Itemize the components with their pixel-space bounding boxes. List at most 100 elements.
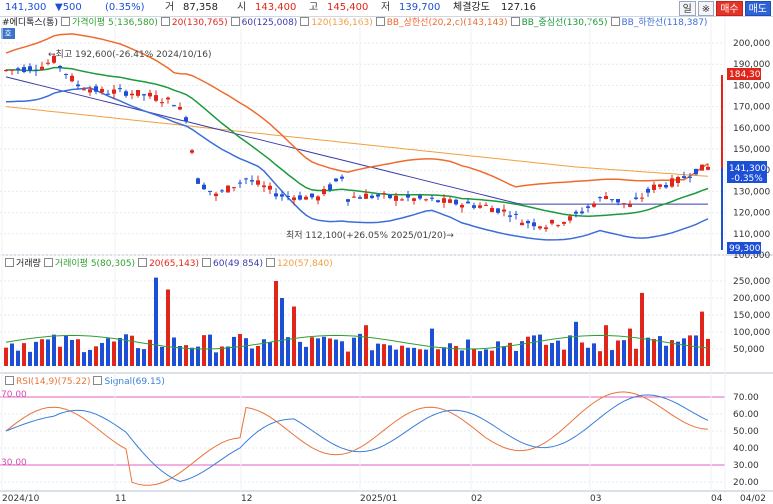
candle-body (628, 204, 632, 207)
candle-body (154, 95, 158, 101)
vol-ma5-checkbox[interactable] (43, 258, 53, 267)
rsi-tick-label: 70.00 (733, 393, 759, 403)
volume-bar (400, 345, 404, 366)
candle-body (586, 206, 590, 208)
rsi-level-low-label: 30.00 (1, 458, 27, 468)
volume-bar (706, 338, 710, 366)
ma120-checkbox[interactable] (300, 17, 310, 26)
vol-ma20-checkbox[interactable] (138, 258, 148, 267)
volume-bar (550, 343, 554, 366)
volume-bar (4, 347, 8, 366)
legend-ma20: 20(130,765) (171, 18, 228, 28)
grid-lines (0, 17, 726, 491)
legend-signal: Signal(69.15) (104, 377, 165, 387)
candle-body (520, 222, 524, 226)
candle-body (52, 55, 56, 63)
bb-mid-checkbox[interactable] (510, 17, 520, 26)
volume-bar (16, 350, 20, 366)
stock-title: #에디톡스(통) (2, 18, 58, 28)
high-value: 145,400 (327, 2, 369, 13)
ma60-checkbox[interactable] (230, 17, 240, 26)
rsi-tick-label: 40.00 (733, 444, 759, 454)
rsi-checkbox[interactable] (5, 376, 14, 385)
volume-bar (268, 341, 272, 366)
price-tick-label: 200,000 (733, 39, 770, 49)
candle-body (10, 69, 14, 71)
candle-body (196, 178, 200, 184)
settings-gear-icon[interactable]: ※ (697, 1, 715, 16)
candle-body (322, 189, 326, 195)
legend-vol-ma120: 120(57,840) (277, 259, 333, 269)
candle-body (616, 199, 620, 203)
date-tick-label: 11 (115, 494, 126, 504)
volume-bar (424, 349, 428, 366)
legend-rsi: RSI(14,9)(75.22) (16, 377, 91, 387)
low-label: 저 (381, 2, 391, 13)
volume-bar (124, 334, 128, 366)
candle-body (70, 75, 74, 82)
ma120-line (5, 106, 709, 177)
date-tick-label: 04/02 (740, 494, 766, 504)
price-tick-label: 140,000 (733, 166, 770, 176)
candle-body (16, 68, 20, 70)
volume-bar (88, 349, 92, 366)
candle-body (340, 176, 344, 179)
volume-bar (448, 343, 452, 366)
chart-overlays (5, 33, 709, 241)
date-tick-label: 02 (471, 494, 482, 504)
price-tick-label: 100,000 (733, 251, 770, 261)
candle-body (502, 209, 506, 212)
signal-checkbox[interactable] (93, 376, 103, 385)
volume-bar (436, 349, 440, 366)
candle-body (598, 197, 602, 199)
volume-bar (574, 321, 578, 366)
candle-body (82, 89, 86, 91)
candle-body (226, 185, 230, 193)
volume-bar (682, 338, 686, 366)
volume-bar (76, 339, 80, 366)
legend-vol-ma20: 20(65,143) (149, 259, 200, 269)
bb-lower-checkbox[interactable] (610, 17, 620, 26)
date-tick-label: 03 (590, 494, 601, 504)
volume-bar (616, 340, 620, 366)
ma5-checkbox[interactable] (60, 17, 70, 26)
vol-ma60-checkbox[interactable] (202, 258, 212, 267)
volume-checkbox[interactable] (5, 258, 14, 267)
candle-body (370, 195, 374, 198)
candle-body (292, 197, 296, 201)
legend-ma60: 60(125,008) (241, 18, 298, 28)
volume-bar (604, 325, 608, 366)
ma20-checkbox[interactable] (160, 17, 170, 26)
candle-body (250, 180, 254, 182)
axis-labels: 200,000 190,000 180,000 170,000 160,000 150,0… (2, 39, 770, 504)
date-tick-label: 04 (711, 494, 723, 504)
volume-bar (178, 346, 182, 366)
period-day-button[interactable]: 일 (678, 1, 696, 16)
volume-bar (568, 335, 572, 366)
bb-upper-checkbox[interactable] (375, 17, 385, 26)
candle-body (346, 199, 350, 202)
volume-bar (490, 350, 494, 366)
candle-body (298, 195, 302, 200)
volume-bar (202, 335, 206, 366)
volume-bar (346, 351, 350, 366)
candle-body (190, 150, 194, 153)
strength-value: 127.16 (501, 2, 536, 13)
buy-button[interactable]: 매수 (716, 1, 743, 16)
volume-bar (64, 335, 68, 366)
quote-tag-badge[interactable]: 호 (1, 28, 15, 39)
candle-body (460, 204, 464, 208)
vol-ma120-checkbox[interactable] (266, 258, 276, 267)
candle-body (4, 70, 8, 72)
candle-body (400, 199, 404, 201)
candle-body (184, 117, 188, 121)
sell-button[interactable]: 매도 (744, 1, 771, 16)
candle-body (532, 222, 536, 227)
candle-body (214, 193, 218, 197)
volume-label: 거 (165, 2, 175, 13)
candle-body (574, 211, 578, 214)
volume-bar (586, 347, 590, 366)
candle-body (136, 90, 140, 96)
candle-body (268, 185, 272, 190)
